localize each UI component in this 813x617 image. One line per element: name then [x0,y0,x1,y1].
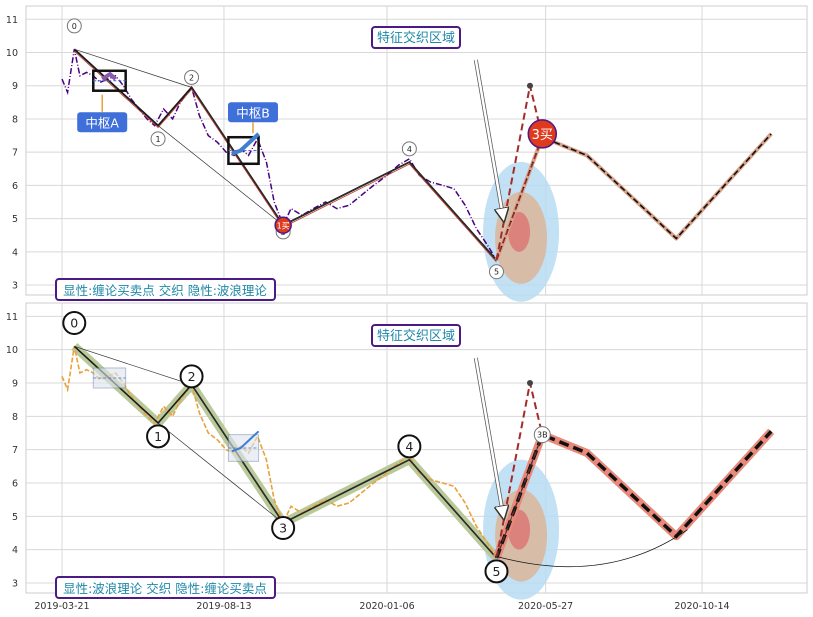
pointer-arrow [474,357,503,513]
wave-tag-circle [488,264,504,280]
trend-line [409,459,497,559]
projection-line [494,430,773,559]
wave-tag-label: 3 [279,521,287,536]
trend-line [157,422,284,524]
trend-line [74,48,192,88]
x-tick-label: 2019-03-21 [34,601,89,612]
wave-tag-label: 2 [189,73,194,82]
y-tick-label: 6 [12,479,18,490]
bottom-chart-layer: 0 1 2 3 4 5 3B [61,311,775,600]
trend-line [157,125,284,226]
wave-tag-label: 2 [188,369,196,384]
top-banner: 特征交织区域 [371,26,461,49]
y-tick-label: 3 [12,281,18,292]
y-tick-label: 11 [6,15,18,26]
top-y-axis: 3 4 5 6 7 8 9 10 11 [6,15,18,292]
y-tick-label: 7 [12,148,18,159]
bottom-footer-text: 显性:波浪理论 交织 隐性:缠论买卖点 [63,581,267,596]
buy-signal-label: 3买 [532,128,553,143]
pivot-label-text: 中枢A [85,115,119,130]
y-tick-label: 10 [6,345,18,356]
buy-signal-leader [496,434,543,559]
breakout-point [526,82,533,89]
y-tick-label: 9 [12,81,18,92]
top-footer: 显性:缠论买卖点 交织 隐性:波浪理论 [55,278,276,301]
projection-band [494,132,773,261]
wave-tag-circle [401,141,417,157]
wave-line-shadow [74,50,497,263]
buy-signal-marker [533,426,551,444]
pivot-label-box [227,102,278,123]
wave-tag-circle [150,131,166,147]
trend-line [282,161,410,226]
top-banner-text: 特征交织区域 [377,30,455,46]
pivot-b-highlight [231,132,260,156]
wave-tag-circle [184,69,200,85]
pivot-a-highlight [101,71,117,81]
y-tick-label: 6 [12,181,18,192]
y-tick-label: 10 [6,48,18,59]
wave-tag-label: 5 [493,564,501,579]
breakout-point [526,380,533,386]
bottom-banner-text: 特征交织区域 [377,328,455,344]
curve-guide [496,529,688,568]
x-tick-label: 2020-01-06 [359,601,414,612]
buy-signal-label: 3B [537,431,548,440]
x-tick-label: 2019-08-13 [196,601,251,612]
wave-tag-circle [484,559,509,584]
wave-tag-label: 5 [494,268,499,277]
wave-tag-circle [62,311,87,335]
wave-tag-label: 4 [405,439,413,454]
bottom-footer: 显性:波浪理论 交织 隐性:缠论买卖点 [55,576,276,599]
y-tick-label: 4 [12,545,18,556]
wave-tag-label: 0 [70,316,78,331]
bottom-y-axis: 3 4 5 6 7 8 9 10 11 [6,312,18,590]
pivot-label-box [77,112,128,133]
y-tick-label: 4 [12,247,18,258]
y-tick-label: 5 [12,214,18,225]
wave-tag-circle [271,516,296,540]
pivot-b-highlight [231,430,260,453]
x-tick-label: 2020-05-27 [518,601,573,612]
focus-ellipse-inner [508,211,531,252]
y-tick-label: 8 [12,114,18,125]
top-grid [26,6,807,295]
trend-line [74,346,192,385]
buy-signal-label: 1买 [277,222,290,231]
wave-tag-label: 1 [154,429,162,444]
y-tick-label: 11 [6,312,18,323]
y-tick-label: 8 [12,412,18,423]
wave-tag-label: 0 [72,22,77,31]
top-footer-text: 显性:缠论买卖点 交织 隐性:波浪理论 [63,283,267,298]
bottom-banner: 特征交织区域 [371,324,461,347]
trend-line [409,161,497,261]
wave-tag-label: 4 [407,145,412,154]
x-axis: 2019-03-21 2019-08-13 2020-01-06 2020-05-27… [34,601,729,612]
buy-signal-marker [527,119,558,149]
pivot-label-text: 中枢B [236,105,270,120]
trend-line [191,87,284,226]
y-tick-label: 3 [12,579,18,590]
y-tick-label: 5 [12,512,18,523]
buy-signal-marker [274,216,292,234]
x-tick-label: 2020-10-14 [674,601,729,612]
trend-line [282,459,410,524]
y-tick-label: 9 [12,379,18,390]
wave-tag-label: 1 [156,135,161,144]
dashed-support-line [495,136,543,261]
wave-tag-circle [66,18,82,34]
wave-tag-circle [397,434,422,459]
top-chart-layer: 012345中枢A中枢B1买3买 [61,18,773,302]
y-tick-label: 7 [12,445,18,456]
pointer-arrow [474,59,503,215]
wave-tag-circle [146,424,171,449]
wave-tag-circle [179,364,204,389]
